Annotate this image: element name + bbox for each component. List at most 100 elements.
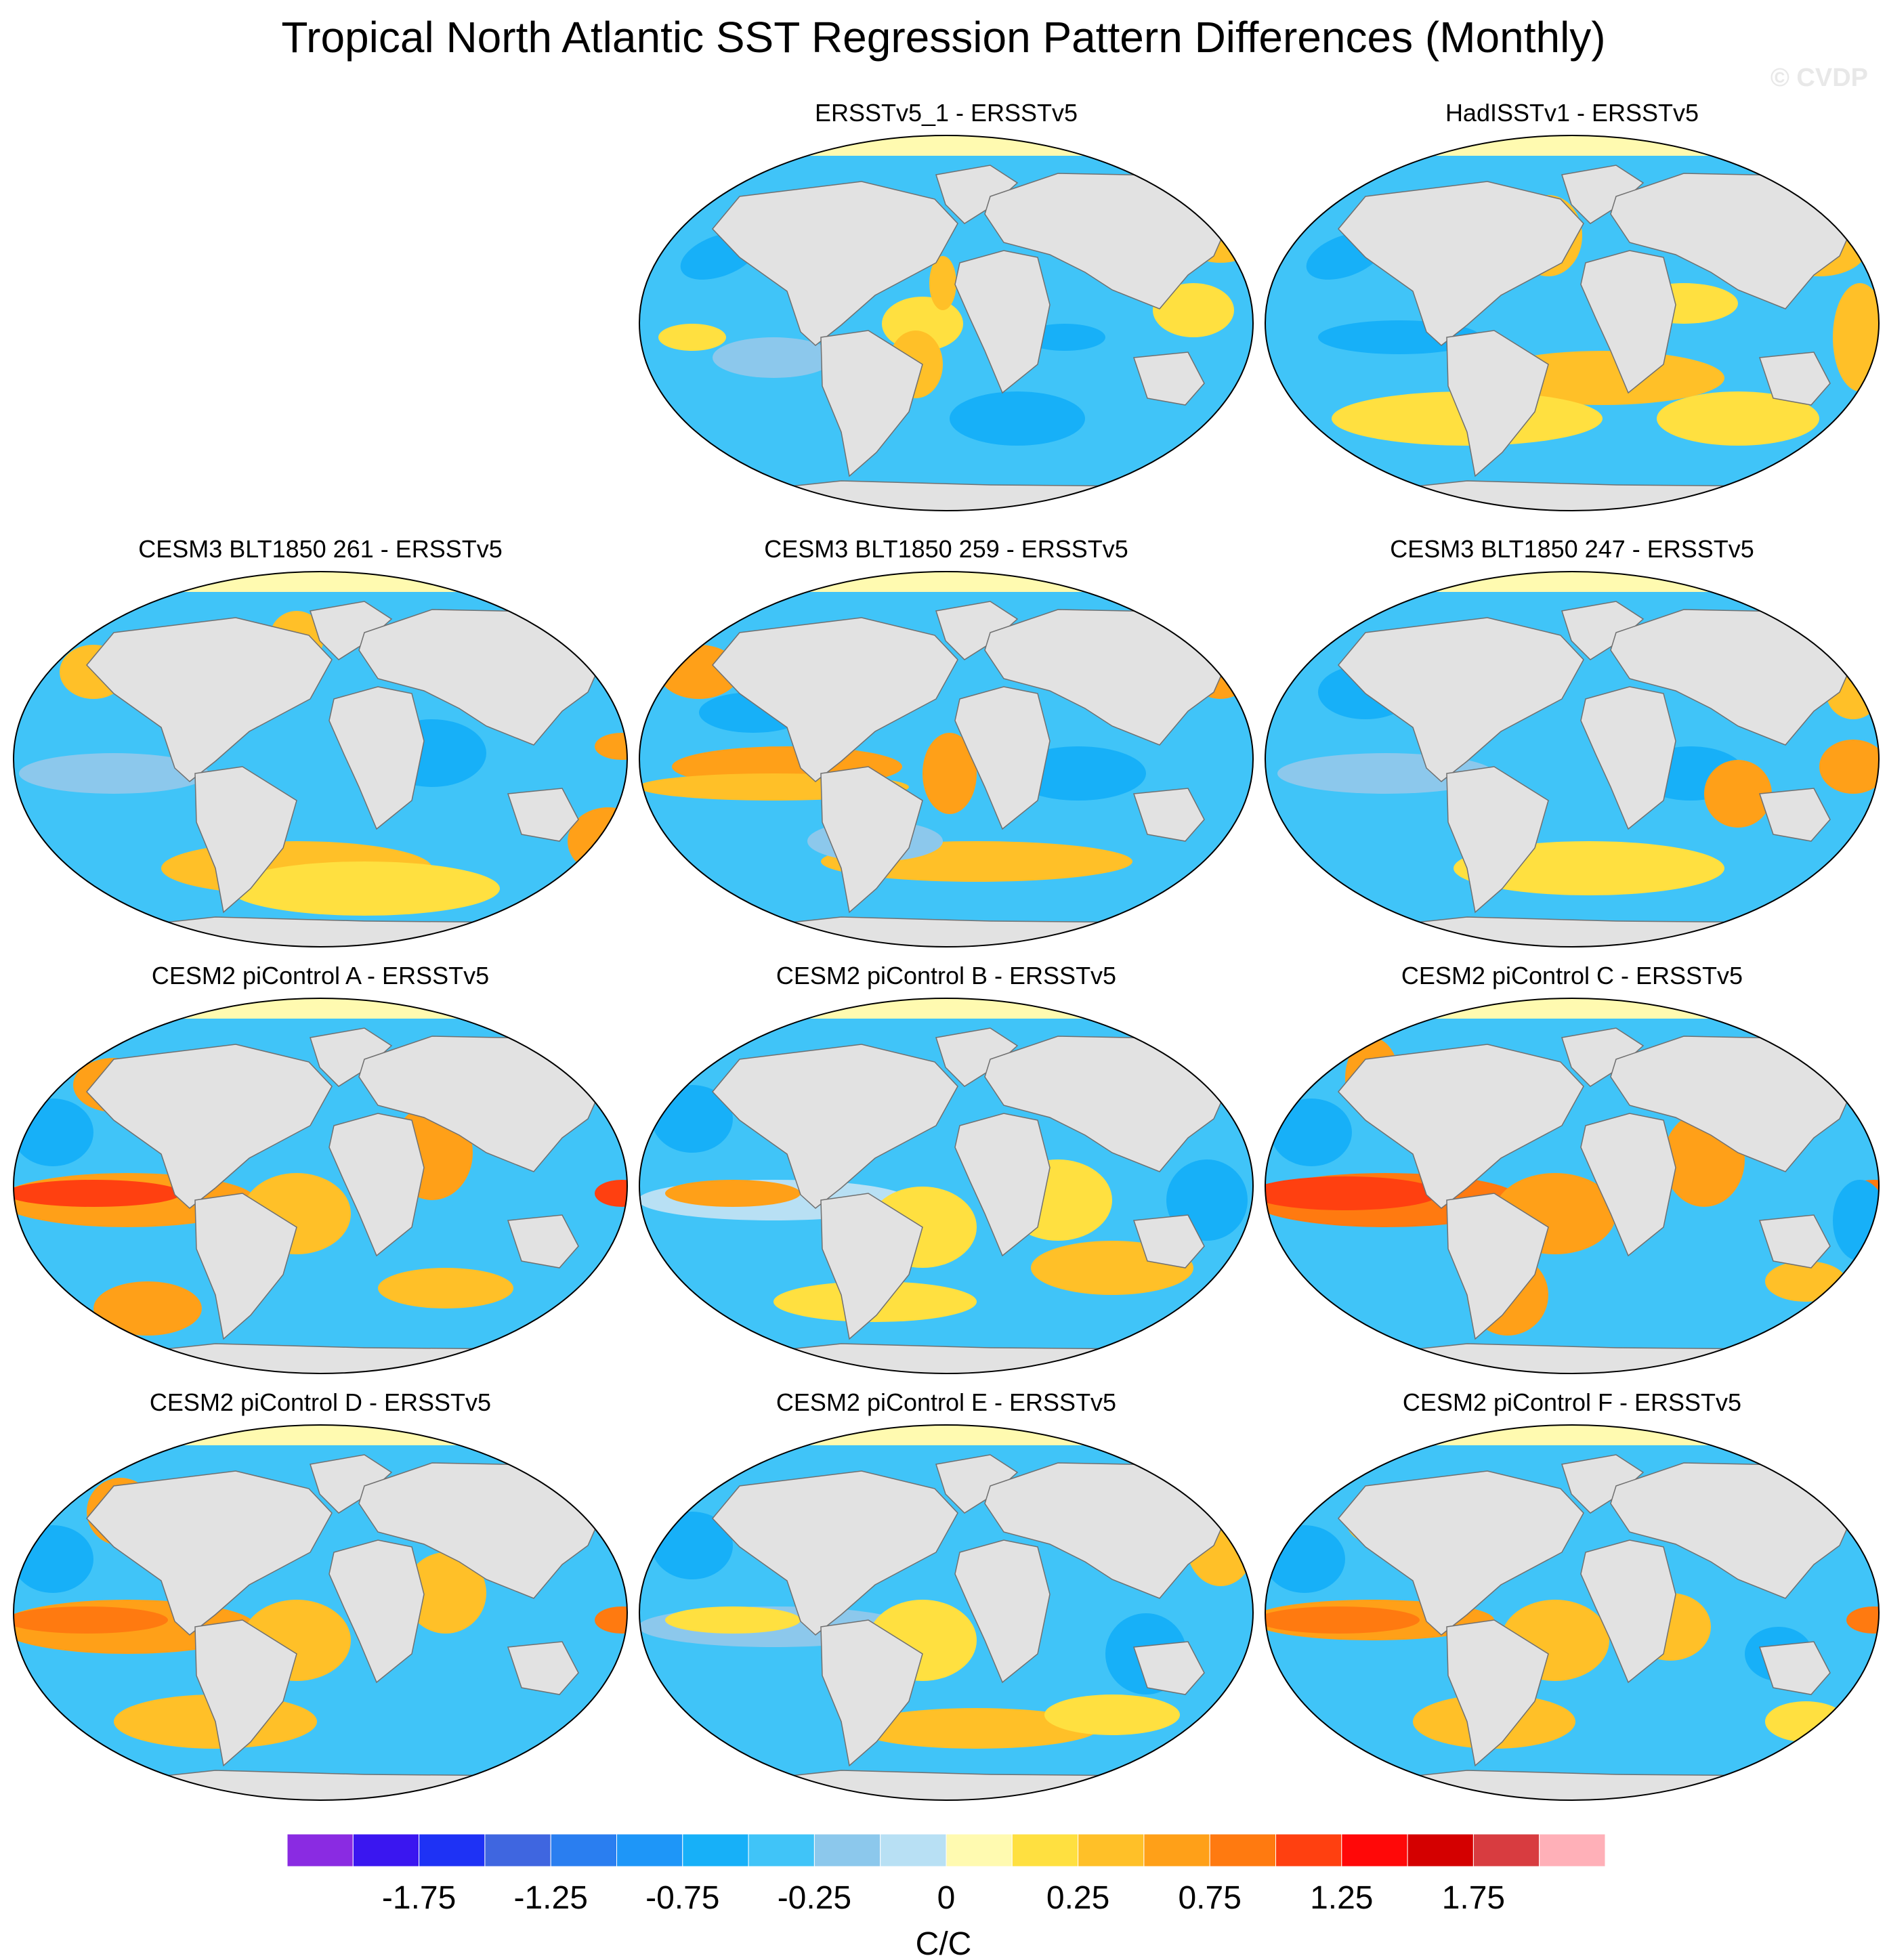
- land-mask: [1758, 351, 1831, 406]
- anomaly-contour: [93, 1281, 202, 1336]
- map-panel: HadISSTv1 - ERSSTv5: [1264, 99, 1880, 513]
- arctic-band: [639, 998, 1253, 1019]
- colorbar-unit-label: C/C: [916, 1926, 972, 1960]
- map-border: [13, 571, 628, 947]
- panel-title: CESM2 piControl D - ERSSTv5: [149, 1388, 492, 1416]
- anomaly-contour: [1704, 760, 1772, 828]
- robinson-map: [639, 571, 1254, 947]
- anomaly-contour: [405, 1552, 486, 1634]
- colorbar-box: [550, 1833, 618, 1867]
- anomaly-contour: [14, 1525, 93, 1593]
- map-border: [1265, 1424, 1880, 1801]
- anomaly-contour: [1657, 391, 1819, 446]
- map-border: [1265, 571, 1880, 947]
- panel-title: CESM2 piControl A - ERSSTv5: [151, 962, 490, 989]
- land-mask: [112, 1343, 575, 1373]
- anomaly-contour: [1765, 1701, 1846, 1742]
- anomaly-contour: [665, 1180, 801, 1207]
- land-mask: [1758, 1641, 1831, 1695]
- colorbar-tick-label: 0.25: [1046, 1880, 1109, 1916]
- anomaly-contour: [14, 1606, 168, 1634]
- map-panel: CESM2 piControl F - ERSSTv5: [1264, 1388, 1880, 1803]
- land-mask: [1337, 617, 1584, 782]
- land-mask: [1446, 1193, 1549, 1340]
- anomaly-contour: [713, 337, 834, 378]
- robinson-map: [13, 571, 628, 947]
- colorbar-box: [813, 1833, 881, 1867]
- land-mask: [738, 916, 1201, 947]
- robinson-map: [639, 998, 1254, 1374]
- land-mask: [820, 766, 923, 914]
- land-mask: [820, 330, 923, 477]
- arctic-band: [1265, 135, 1879, 156]
- colorbar-box: [287, 1833, 354, 1867]
- colorbar-box: [1275, 1833, 1342, 1867]
- robinson-map: [1265, 135, 1880, 511]
- map-border: [639, 1424, 1254, 1801]
- robinson-map: [639, 1424, 1254, 1801]
- anomaly-contour: [1265, 1606, 1420, 1634]
- land-mask: [1337, 181, 1584, 346]
- colorbar-box: [484, 1833, 551, 1867]
- colorbar-box: [419, 1833, 486, 1867]
- anomaly-contour: [1153, 283, 1234, 337]
- land-mask: [738, 480, 1201, 511]
- colorbar-box: [1011, 1833, 1079, 1867]
- anomaly-contour: [1846, 1606, 1879, 1634]
- arctic-band: [639, 572, 1253, 592]
- robinson-map: [13, 1424, 628, 1801]
- land-mask: [1580, 686, 1676, 830]
- anomaly-contour: [929, 256, 956, 310]
- land-mask: [1132, 788, 1205, 842]
- land-mask: [711, 1470, 958, 1636]
- credit-watermark: © CVDP: [1770, 64, 1868, 92]
- anomaly-contour: [950, 391, 1085, 446]
- land-mask: [954, 686, 1051, 830]
- anomaly-contour: [923, 733, 977, 814]
- map-panel: CESM3 BLT1850 261 - ERSSTv5: [12, 535, 629, 950]
- map-border: [1265, 135, 1880, 511]
- anomaly-contour: [595, 733, 627, 760]
- colorbar-box: [946, 1833, 1013, 1867]
- land-mask: [954, 1113, 1051, 1257]
- anomaly-contour: [595, 1180, 627, 1207]
- map-panel: CESM2 piControl D - ERSSTv5: [12, 1388, 629, 1803]
- anomaly-contour: [1265, 1525, 1345, 1593]
- land-mask: [820, 1619, 923, 1767]
- land-mask: [711, 617, 958, 782]
- panel-title: CESM2 piControl B - ERSSTv5: [776, 962, 1117, 989]
- map-panel: CESM3 BLT1850 247 - ERSSTv5: [1264, 535, 1880, 950]
- map-border: [1265, 998, 1880, 1374]
- land-mask: [194, 766, 297, 914]
- land-mask: [1580, 1539, 1676, 1684]
- map-panel: CESM2 piControl C - ERSSTv5: [1264, 962, 1880, 1376]
- colorbar-box: [748, 1833, 815, 1867]
- colorbar: -1.75 -1.25 -0.75 -0.25 0 0.25 0.75 1.25 1.75 C/…: [287, 1833, 1606, 1960]
- panel-title: CESM3 BLT1850 261 - ERSSTv5: [138, 535, 503, 563]
- land-mask: [820, 1193, 923, 1340]
- colorbar-box: [1539, 1833, 1606, 1867]
- anomaly-contour: [855, 1708, 1099, 1749]
- panel-title: CESM2 piControl C - ERSSTv5: [1401, 962, 1743, 989]
- land-mask: [711, 181, 958, 346]
- anomaly-contour: [14, 1099, 93, 1166]
- land-mask: [112, 916, 575, 947]
- land-mask: [85, 1044, 333, 1209]
- colorbar-tick-label: 0: [937, 1880, 956, 1916]
- land-mask: [328, 1113, 425, 1257]
- robinson-map: [1265, 998, 1880, 1374]
- land-mask: [738, 1770, 1201, 1800]
- anomaly-contour: [1265, 1176, 1440, 1210]
- colorbar-box: [1341, 1833, 1408, 1867]
- map-panel: CESM2 piControl B - ERSSTv5: [638, 962, 1254, 1376]
- anomaly-contour: [1819, 740, 1879, 794]
- colorbar-tick-label: -1.75: [382, 1880, 456, 1916]
- anomaly-contour: [19, 753, 209, 794]
- colorbar-tick-label: 1.25: [1310, 1880, 1373, 1916]
- map-border: [639, 571, 1254, 947]
- land-mask: [328, 686, 425, 830]
- panel-title: CESM2 piControl F - ERSSTv5: [1402, 1388, 1742, 1416]
- map-border: [13, 998, 628, 1374]
- land-mask: [954, 1539, 1051, 1684]
- land-mask: [507, 1641, 579, 1695]
